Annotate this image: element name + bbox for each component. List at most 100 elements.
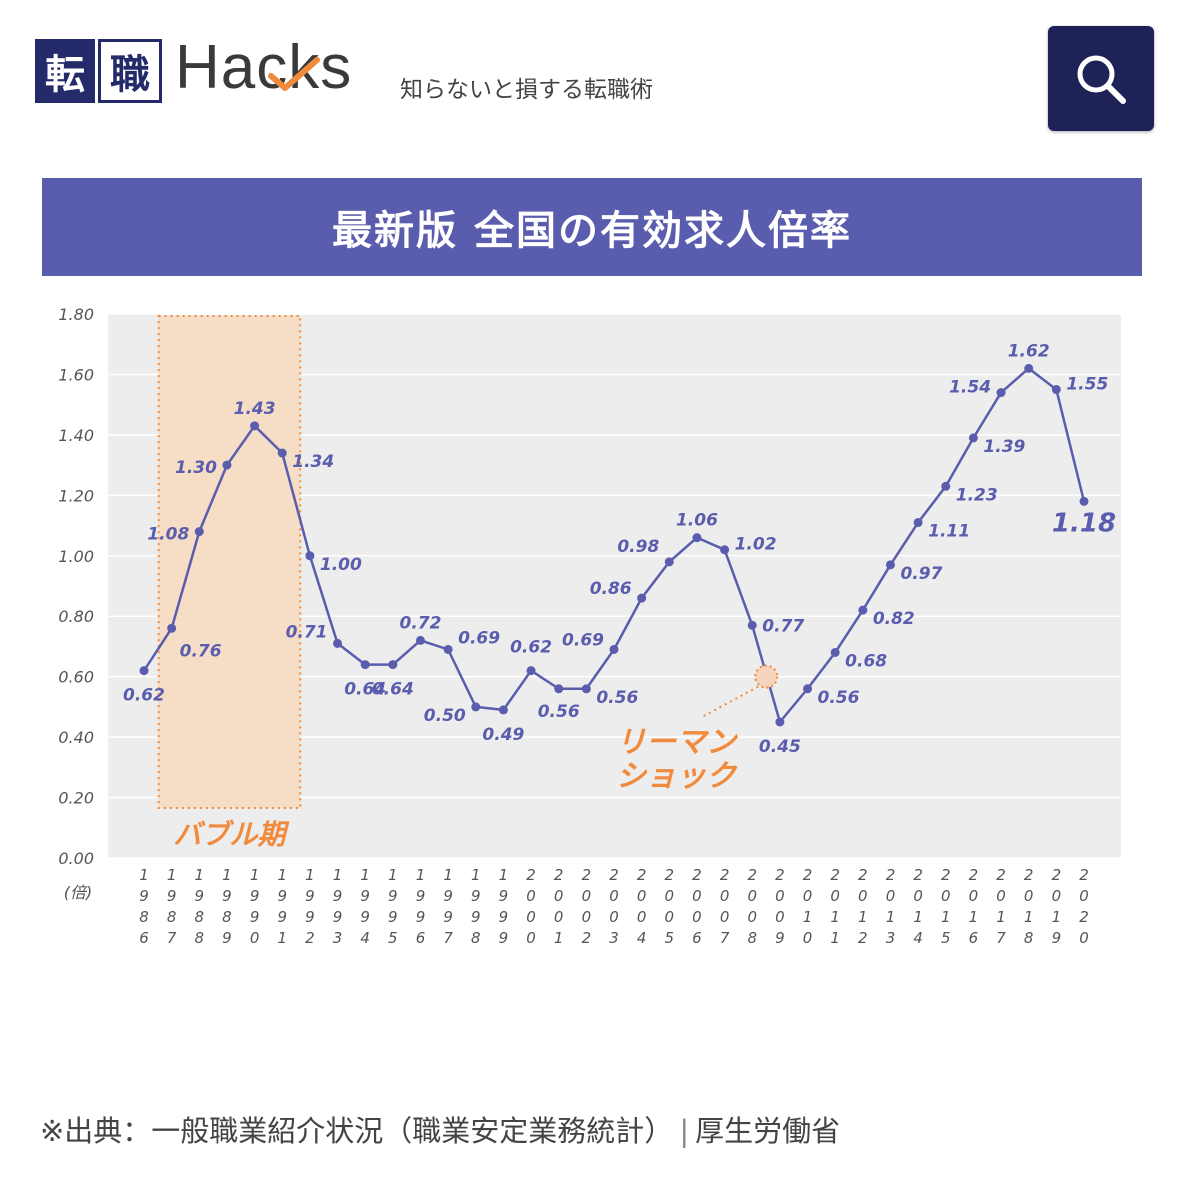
logo-wordmark: Hacks — [175, 32, 352, 103]
data-point — [913, 518, 923, 528]
data-label: 1.54 — [949, 378, 991, 398]
y-tick-label: 0.00 — [58, 849, 94, 868]
data-label: 0.49 — [482, 725, 524, 745]
data-point — [830, 647, 840, 657]
data-label: 0.69 — [458, 628, 500, 648]
data-point — [996, 388, 1006, 398]
y-tick-label: 1.20 — [58, 486, 94, 505]
data-label: 1.39 — [983, 437, 1025, 457]
data-point — [526, 666, 536, 676]
search-button[interactable] — [1048, 26, 1154, 131]
data-label: 0.98 — [617, 537, 659, 557]
logo-word-text: Hacks — [175, 33, 353, 102]
checkmark-icon — [268, 57, 320, 91]
lehman-marker — [754, 664, 779, 689]
data-point — [1079, 496, 1089, 506]
source-agency: 厚生労働省 — [695, 1114, 841, 1148]
data-label: 1.11 — [928, 522, 970, 542]
data-point — [498, 705, 508, 715]
y-tick-label: 0.40 — [58, 728, 94, 747]
data-point — [968, 433, 978, 443]
y-tick-label: 0.80 — [58, 607, 94, 626]
y-axis-unit: (倍) — [64, 883, 93, 902]
y-tick-label: 1.80 — [58, 305, 94, 324]
source-separator: | — [679, 1114, 690, 1148]
data-label: 1.02 — [735, 535, 777, 555]
data-label: 0.71 — [286, 622, 328, 642]
data-label: 0.68 — [845, 651, 887, 671]
data-point — [139, 666, 149, 676]
data-point — [415, 635, 425, 645]
data-label: 1.08 — [147, 525, 189, 545]
data-label: 1.55 — [1066, 375, 1108, 395]
data-label: 0.56 — [596, 688, 638, 708]
data-label: 0.62 — [510, 638, 552, 658]
data-point — [443, 644, 453, 654]
data-label: 1.43 — [234, 399, 276, 419]
data-label: 0.86 — [590, 579, 632, 599]
data-point — [858, 605, 868, 615]
data-label: 0.69 — [562, 630, 604, 650]
search-icon — [1077, 55, 1126, 104]
data-label: 1.00 — [320, 555, 362, 575]
data-point — [167, 623, 177, 633]
data-label: 1.18 — [1052, 508, 1116, 538]
data-point — [471, 702, 481, 712]
data-label: 0.64 — [372, 680, 414, 700]
data-point — [775, 717, 785, 727]
line-chart: 0.00 0.20 0.40 0.60 0.80 1.00 1.20 1.40 1.60 1.80… — [58, 305, 1121, 947]
data-label: 1.23 — [956, 485, 998, 505]
data-point — [305, 551, 315, 561]
y-tick-label: 0.20 — [58, 789, 94, 808]
data-point — [720, 545, 730, 555]
lehman-label-line2: ショック — [616, 759, 738, 794]
source-footer: ※出典：一般職業紹介状況（職業安定業務統計） | 厚生労働省 — [40, 1108, 840, 1150]
logo-kanji-ten: 転 — [35, 39, 95, 103]
y-tick-label: 0.60 — [58, 668, 94, 687]
data-point — [803, 684, 813, 694]
data-point — [1024, 363, 1034, 373]
site-header: 転 職 Hacks 知らないと損する転職術 — [0, 0, 1183, 140]
lehman-label-line1: リーマン — [616, 725, 738, 760]
data-label: 0.56 — [818, 688, 860, 708]
bubble-period-label: バブル期 — [173, 818, 290, 851]
data-label: 0.64 — [344, 680, 386, 700]
source-text: ※出典：一般職業紹介状況（職業安定業務統計） — [40, 1114, 674, 1148]
data-label: 0.82 — [873, 609, 915, 629]
data-point — [664, 557, 674, 567]
data-point — [250, 421, 260, 431]
chart-title: 最新版 全国の有効求人倍率 — [332, 208, 852, 254]
chart-title-banner: 最新版 全国の有効求人倍率 — [42, 178, 1142, 276]
data-point — [692, 533, 702, 543]
data-point — [747, 620, 757, 630]
data-point — [637, 593, 647, 603]
